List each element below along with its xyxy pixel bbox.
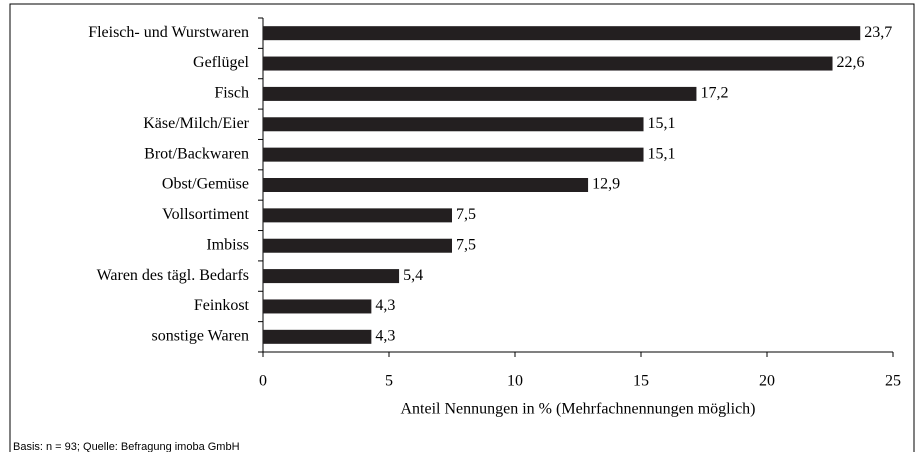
y-tick-label: Waren des tägl. Bedarfs — [97, 267, 249, 284]
x-axis-label: Anteil Nennungen in % (Mehrfachnennungen… — [400, 401, 755, 418]
x-tick-label: 20 — [759, 373, 775, 390]
bar — [263, 299, 372, 314]
y-tick-label: Obst/Gemüse — [162, 176, 249, 193]
y-tick-label: Brot/Backwaren — [144, 145, 249, 162]
x-tick-label: 15 — [633, 373, 649, 390]
bar — [263, 117, 644, 132]
value-label: 7,5 — [456, 236, 476, 253]
y-tick-label: Fleisch- und Wurstwaren — [88, 24, 249, 41]
y-tick-label: Feinkost — [194, 297, 250, 314]
value-label: 15,1 — [648, 115, 676, 132]
value-label: 5,4 — [403, 267, 423, 284]
value-label: 12,9 — [592, 176, 620, 193]
value-label: 17,2 — [700, 85, 728, 102]
x-tick-label: 5 — [385, 373, 393, 390]
y-tick-label: Imbiss — [206, 236, 249, 253]
bar — [263, 26, 861, 41]
bar — [263, 147, 644, 162]
y-tick-label: sonstige Waren — [151, 327, 249, 344]
bar — [263, 178, 589, 192]
bar — [263, 86, 697, 101]
bar — [263, 208, 452, 223]
y-tick-label: Vollsortiment — [162, 206, 249, 223]
value-label: 7,5 — [456, 206, 476, 223]
value-label: 4,3 — [375, 297, 395, 314]
y-tick-label: Geflügel — [193, 54, 250, 71]
frame — [9, 3, 915, 457]
value-label: 22,6 — [837, 54, 865, 71]
x-tick-label: 0 — [259, 373, 267, 390]
value-label: 4,3 — [375, 327, 395, 344]
x-tick-label: 10 — [507, 373, 523, 390]
bar — [263, 56, 833, 71]
y-tick-label: Fisch — [214, 85, 249, 102]
bar — [263, 329, 372, 344]
value-label: 15,1 — [648, 145, 676, 162]
x-tick-label: 25 — [885, 373, 901, 390]
value-label: 23,7 — [864, 24, 892, 41]
footnote: Basis: n = 93; Quelle: Befragung imoba G… — [13, 441, 240, 452]
bar — [263, 238, 452, 253]
bar — [263, 269, 400, 284]
y-tick-label: Käse/Milch/Eier — [143, 115, 249, 132]
